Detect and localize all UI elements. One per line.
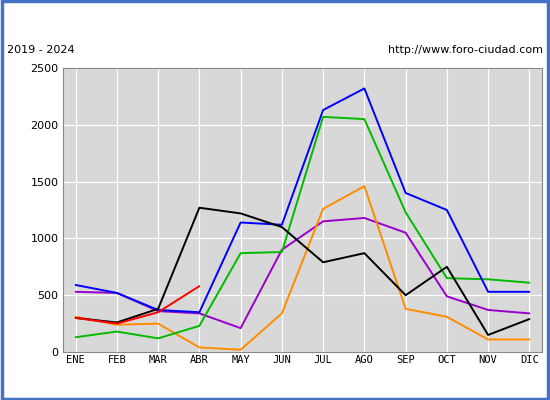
Text: 2019 - 2024: 2019 - 2024 xyxy=(7,45,74,55)
Text: http://www.foro-ciudad.com: http://www.foro-ciudad.com xyxy=(388,45,543,55)
Text: Evolucion Nº Turistas Nacionales en el municipio de Villatoro: Evolucion Nº Turistas Nacionales en el m… xyxy=(73,12,477,24)
